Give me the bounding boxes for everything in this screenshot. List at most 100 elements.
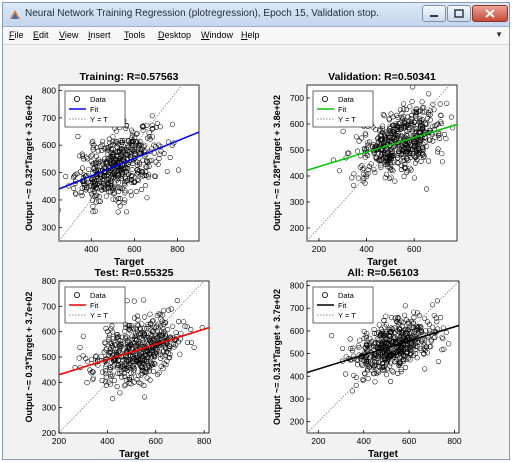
legend-label-fit: Fit xyxy=(90,301,99,310)
data-point xyxy=(398,369,404,375)
data-point xyxy=(435,121,441,127)
data-point xyxy=(102,185,108,191)
data-point xyxy=(152,334,158,340)
data-point xyxy=(360,178,366,184)
menu-insert[interactable]: Insert xyxy=(88,30,111,40)
data-point xyxy=(430,324,436,330)
legend-marker-data xyxy=(74,291,81,298)
data-point xyxy=(340,345,346,351)
maximize-button[interactable] xyxy=(447,5,471,22)
data-point xyxy=(366,163,372,170)
menu-edit[interactable]: Edit xyxy=(33,30,49,40)
data-point xyxy=(115,365,121,371)
data-point xyxy=(425,319,431,325)
close-button[interactable] xyxy=(472,5,508,22)
data-point xyxy=(108,155,114,161)
data-point xyxy=(113,197,119,203)
menu-file[interactable]: File xyxy=(9,30,24,40)
data-point xyxy=(90,203,96,209)
data-point xyxy=(109,372,115,378)
legend-label-data: Data xyxy=(338,291,355,300)
data-point xyxy=(117,138,123,144)
minimize-button[interactable] xyxy=(422,5,446,22)
data-point xyxy=(110,139,116,145)
menu-tools[interactable]: Tools xyxy=(124,30,146,40)
data-point xyxy=(435,358,441,364)
y-tick-label: 400 xyxy=(290,371,304,381)
data-point xyxy=(378,164,384,170)
title-bar[interactable]: Neural Network Training Regression (plot… xyxy=(3,3,509,27)
data-point xyxy=(167,154,173,161)
data-point xyxy=(149,334,155,340)
data-point xyxy=(122,197,128,203)
data-point xyxy=(123,178,129,184)
data-point xyxy=(114,144,120,150)
data-point xyxy=(79,165,86,171)
data-point xyxy=(166,345,172,351)
data-point xyxy=(111,185,117,191)
data-point xyxy=(435,146,441,152)
data-point xyxy=(156,142,162,148)
menu-overflow-icon[interactable]: ▼ xyxy=(495,30,503,39)
data-point xyxy=(378,133,384,139)
data-point xyxy=(361,328,367,334)
data-point xyxy=(128,353,134,359)
data-point xyxy=(112,342,118,348)
subplot-all[interactable]: 200 400 600 800 200 300 400 500 600 700 800 All: R=… xyxy=(272,267,462,459)
data-point xyxy=(120,341,126,347)
data-point xyxy=(120,147,126,153)
data-point xyxy=(132,179,138,185)
data-point xyxy=(92,208,98,214)
data-point xyxy=(91,160,97,166)
legend-label-yt: Y = T xyxy=(338,115,356,124)
data-point xyxy=(102,364,108,370)
menu-desktop[interactable]: Desktop xyxy=(158,30,192,40)
data-point xyxy=(103,374,109,380)
data-point xyxy=(421,345,427,351)
data-point xyxy=(131,370,137,376)
subplot-validation[interactable]: 200 400 600 200 300 400 500 600 700 Validation: R… xyxy=(272,71,467,268)
menu-help[interactable]: Help xyxy=(241,30,260,40)
menu-view[interactable]: View xyxy=(59,30,79,40)
data-point xyxy=(106,332,112,338)
data-point xyxy=(413,154,419,160)
data-point xyxy=(392,137,398,143)
data-point xyxy=(103,325,109,332)
data-point xyxy=(394,112,400,119)
subplot-test[interactable]: 200 400 600 800 200 300 400 500 600 700 800 Test: R… xyxy=(24,267,212,459)
data-point xyxy=(77,169,83,175)
data-point xyxy=(119,154,125,160)
data-point xyxy=(138,142,144,148)
data-point xyxy=(420,144,426,150)
data-point xyxy=(133,344,139,350)
data-point xyxy=(138,172,144,178)
y-equals-t-line xyxy=(59,85,183,241)
x-axis-label: Target xyxy=(368,449,398,459)
data-point xyxy=(114,185,120,191)
data-point xyxy=(387,125,393,131)
data-point xyxy=(415,325,421,331)
data-point xyxy=(93,160,99,166)
data-point xyxy=(122,373,128,380)
data-point xyxy=(154,323,160,329)
data-point xyxy=(389,339,395,346)
menu-window[interactable]: Window xyxy=(201,30,234,40)
y-axis-label: Output ~= 0.31*Target + 3.7e+02 xyxy=(272,289,282,425)
data-point xyxy=(362,154,368,160)
data-point xyxy=(383,129,389,135)
data-point xyxy=(128,179,134,185)
x-axis-label: Target xyxy=(367,257,397,268)
data-point xyxy=(351,182,357,188)
data-point xyxy=(90,369,96,375)
data-point xyxy=(401,123,407,129)
data-point xyxy=(402,303,408,309)
data-point xyxy=(71,173,77,179)
data-point xyxy=(129,363,135,369)
data-point xyxy=(188,326,194,333)
subplot-training[interactable]: 400 600 800 300 400 500 600 700 800 Training: R=0… xyxy=(24,71,200,268)
data-point xyxy=(426,322,432,328)
data-point xyxy=(184,339,191,345)
data-point xyxy=(157,351,163,357)
data-point xyxy=(403,106,410,113)
data-point xyxy=(386,127,392,133)
